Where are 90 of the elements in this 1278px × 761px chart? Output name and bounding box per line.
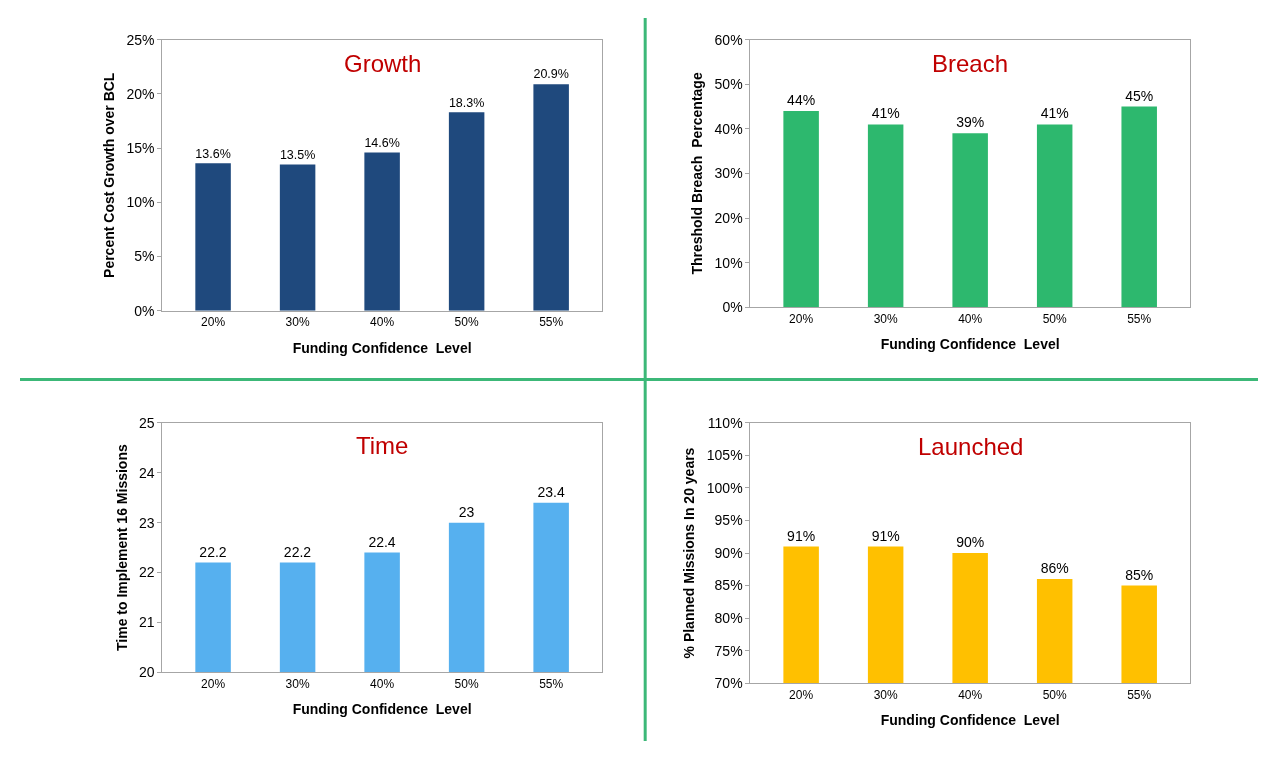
x-axis-title: Funding Confidence Level [880,335,1060,352]
y-tick-label: 60% [714,31,743,48]
data-label: 13.5% [279,147,316,162]
bar [448,112,485,311]
x-axis-title: Funding Confidence Level [292,701,472,718]
chart-title: Launched [918,433,1024,460]
bar [1036,124,1073,308]
data-label: 45% [1125,87,1154,104]
y-tick-label: 40% [714,120,743,137]
y-tick-label: 105% [706,447,743,464]
y-tick-label: 85% [714,577,743,594]
bar [783,111,819,308]
x-tick-label: 40% [958,311,983,326]
x-tick-label: 30% [285,315,310,330]
data-label: 22.2 [199,543,227,560]
y-tick-label: 25 [138,414,155,431]
bar [279,164,316,311]
y-tick-label: 20% [126,85,155,102]
y-tick-label: 25% [126,31,155,48]
y-tick-label: 10% [126,194,155,211]
y-tick-label: 23 [138,514,155,531]
y-tick-label: 100% [706,479,743,496]
x-tick-label: 40% [958,687,983,702]
x-axis-title: Funding Confidence Level [292,339,472,356]
data-label: 22.2 [283,543,312,560]
x-tick-label: 50% [454,315,479,330]
x-tick-label: 50% [1042,311,1068,326]
x-tick-label: 50% [454,676,479,691]
bar [952,133,988,308]
x-tick-label: 50% [1042,687,1068,702]
data-label: 18.3% [448,95,485,110]
y-tick-label: 70% [714,675,743,692]
x-tick-label: 20% [789,311,814,326]
bar [1121,106,1157,308]
chart-title: Time [356,432,409,459]
y-tick-label: 24 [138,464,155,481]
data-label: 91% [871,527,900,544]
y-tick-label: 50% [714,76,743,93]
y-tick-label: 20 [138,664,155,681]
x-tick-label: 40% [370,315,395,330]
data-label: 85% [1125,566,1154,583]
x-tick-label: 30% [873,311,898,326]
y-tick-label: 0% [722,299,743,316]
bar [867,124,904,308]
y-tick-label: 110% [707,414,743,431]
y-axis-title: Time to Implement 16 Missions [113,444,130,651]
y-axis-title: Percent Cost Growth over BCL [101,72,118,278]
data-label: 13.6% [195,146,231,161]
y-axis-title: % Planned Missions In 20 years [681,447,698,659]
x-tick-label: 30% [285,676,310,691]
bar [533,84,569,311]
y-tick-label: 21 [138,614,155,631]
x-tick-label: 30% [873,687,898,702]
data-label: 41% [1040,105,1069,122]
data-label: 90% [956,534,985,551]
y-tick-label: 15% [126,140,155,157]
x-tick-label: 55% [539,315,564,330]
chart-title: Breach [932,50,1009,77]
x-axis-title: Funding Confidence Level [880,711,1060,728]
x-tick-label: 20% [201,676,226,691]
x-tick-label: 40% [370,676,395,691]
x-tick-label: 55% [1127,311,1152,326]
x-tick-label: 55% [539,676,564,691]
y-tick-label: 5% [134,248,155,265]
bar [195,163,231,311]
data-label: 44% [787,92,816,109]
bar [364,152,400,311]
data-label: 23.4 [537,483,565,500]
y-axis-title: Threshold Breach Percentage [689,72,706,275]
data-label: 86% [1040,560,1069,577]
data-label: 23 [458,503,475,520]
y-tick-label: 0% [134,302,155,319]
y-tick-label: 95% [714,512,743,529]
y-tick-label: 10% [714,254,743,271]
chart-title: Growth [344,50,422,77]
data-label: 20.9% [533,67,569,82]
data-label: 39% [956,114,985,131]
x-tick-label: 20% [789,687,814,702]
x-tick-label: 20% [201,315,226,330]
y-tick-label: 75% [714,642,743,659]
y-tick-label: 90% [714,544,743,561]
y-tick-label: 80% [714,609,743,626]
data-label: 41% [871,105,900,122]
x-tick-label: 55% [1127,687,1152,702]
data-label: 22.4 [368,533,396,550]
y-tick-label: 30% [714,165,743,182]
y-tick-label: 22 [138,564,155,581]
data-label: 14.6% [364,135,400,150]
data-label: 91% [787,527,816,544]
y-tick-label: 20% [714,209,743,226]
